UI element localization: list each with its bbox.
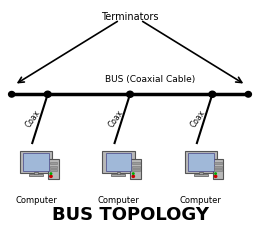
Circle shape — [127, 91, 133, 97]
FancyBboxPatch shape — [132, 169, 140, 171]
FancyBboxPatch shape — [194, 174, 208, 176]
FancyBboxPatch shape — [199, 172, 203, 175]
Text: Computer: Computer — [98, 196, 139, 205]
Text: Terminators: Terminators — [101, 12, 159, 22]
FancyBboxPatch shape — [23, 153, 49, 171]
FancyBboxPatch shape — [112, 174, 125, 176]
Circle shape — [44, 91, 51, 97]
FancyBboxPatch shape — [20, 151, 52, 173]
FancyBboxPatch shape — [50, 162, 57, 164]
Circle shape — [132, 175, 134, 177]
FancyBboxPatch shape — [185, 151, 217, 173]
FancyBboxPatch shape — [132, 162, 140, 164]
FancyBboxPatch shape — [102, 151, 135, 173]
Text: Computer: Computer — [15, 196, 57, 205]
FancyBboxPatch shape — [213, 159, 223, 179]
Circle shape — [9, 91, 15, 97]
Text: Coax: Coax — [189, 108, 207, 129]
FancyBboxPatch shape — [214, 169, 222, 171]
Circle shape — [50, 173, 52, 174]
FancyBboxPatch shape — [117, 172, 120, 175]
FancyBboxPatch shape — [29, 174, 43, 176]
FancyBboxPatch shape — [188, 153, 213, 171]
Circle shape — [215, 173, 216, 174]
FancyBboxPatch shape — [131, 159, 141, 179]
FancyBboxPatch shape — [50, 169, 57, 171]
FancyBboxPatch shape — [214, 166, 222, 168]
Text: Coax: Coax — [24, 108, 43, 129]
FancyBboxPatch shape — [214, 162, 222, 164]
Text: Coax: Coax — [107, 108, 125, 129]
Text: BUS (Coaxial Cable): BUS (Coaxial Cable) — [106, 75, 196, 84]
Circle shape — [133, 173, 134, 174]
Circle shape — [50, 175, 52, 177]
FancyBboxPatch shape — [132, 166, 140, 168]
Circle shape — [245, 91, 251, 97]
Text: Computer: Computer — [180, 196, 222, 205]
FancyBboxPatch shape — [50, 166, 57, 168]
FancyBboxPatch shape — [34, 172, 38, 175]
Circle shape — [214, 175, 217, 177]
Text: BUS TOPOLOGY: BUS TOPOLOGY — [51, 206, 209, 224]
Circle shape — [209, 91, 216, 97]
FancyBboxPatch shape — [48, 159, 59, 179]
FancyBboxPatch shape — [106, 153, 131, 171]
